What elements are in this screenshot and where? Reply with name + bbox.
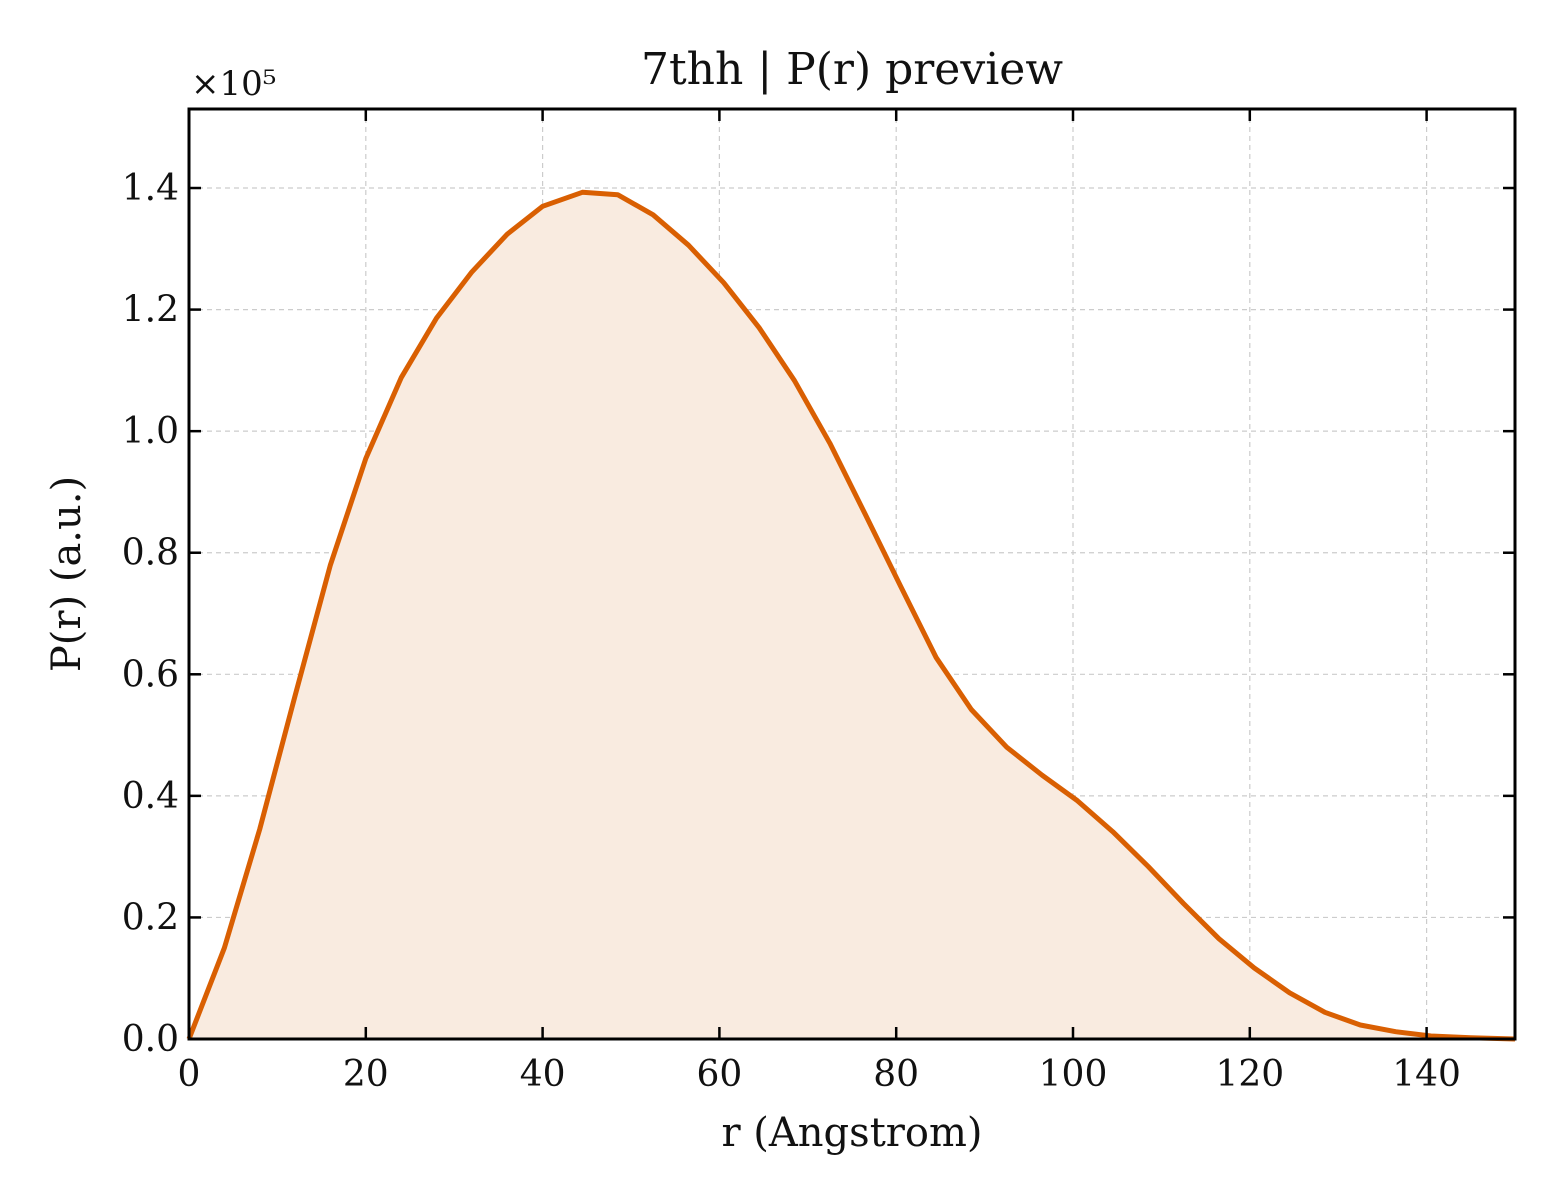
ticks — [187, 109, 1515, 1041]
y-tick-label: 0.2 — [122, 897, 179, 938]
x-tick-label: 20 — [343, 1054, 389, 1095]
y-tick-label: 0.4 — [122, 776, 179, 817]
y-tick-label: 0.6 — [122, 654, 179, 695]
x-tick-label: 120 — [1215, 1054, 1284, 1095]
y-tick-labels: 0.0 0.2 0.4 0.6 0.8 1.0 1.2 1.4 — [122, 168, 179, 1060]
y-tick-label: 0.8 — [122, 533, 179, 574]
chart-title: 7thh | P(r) preview — [641, 44, 1063, 95]
y-axis-label: P(r) (a.u.) — [44, 476, 90, 672]
x-tick-labels: 0 20 40 60 80 100 120 140 — [178, 1054, 1461, 1095]
y-multiplier-label: ×10⁵ — [191, 64, 276, 104]
x-tick-label: 100 — [1039, 1054, 1108, 1095]
area-fill — [189, 192, 1515, 1040]
plot-frame — [187, 107, 1517, 1041]
y-tick-label: 1.4 — [122, 168, 179, 209]
x-tick-label: 60 — [696, 1054, 742, 1095]
x-tick-label: 40 — [520, 1054, 566, 1095]
x-tick-label: 0 — [178, 1054, 201, 1095]
x-tick-label: 140 — [1392, 1054, 1461, 1095]
x-axis-label: r (Angstrom) — [721, 1110, 982, 1156]
x-tick-label: 80 — [873, 1054, 919, 1095]
y-tick-label: 1.0 — [122, 411, 179, 452]
y-tick-label: 1.2 — [122, 290, 179, 331]
y-tick-label: 0.0 — [122, 1019, 179, 1060]
series-line — [186, 189, 1516, 1042]
